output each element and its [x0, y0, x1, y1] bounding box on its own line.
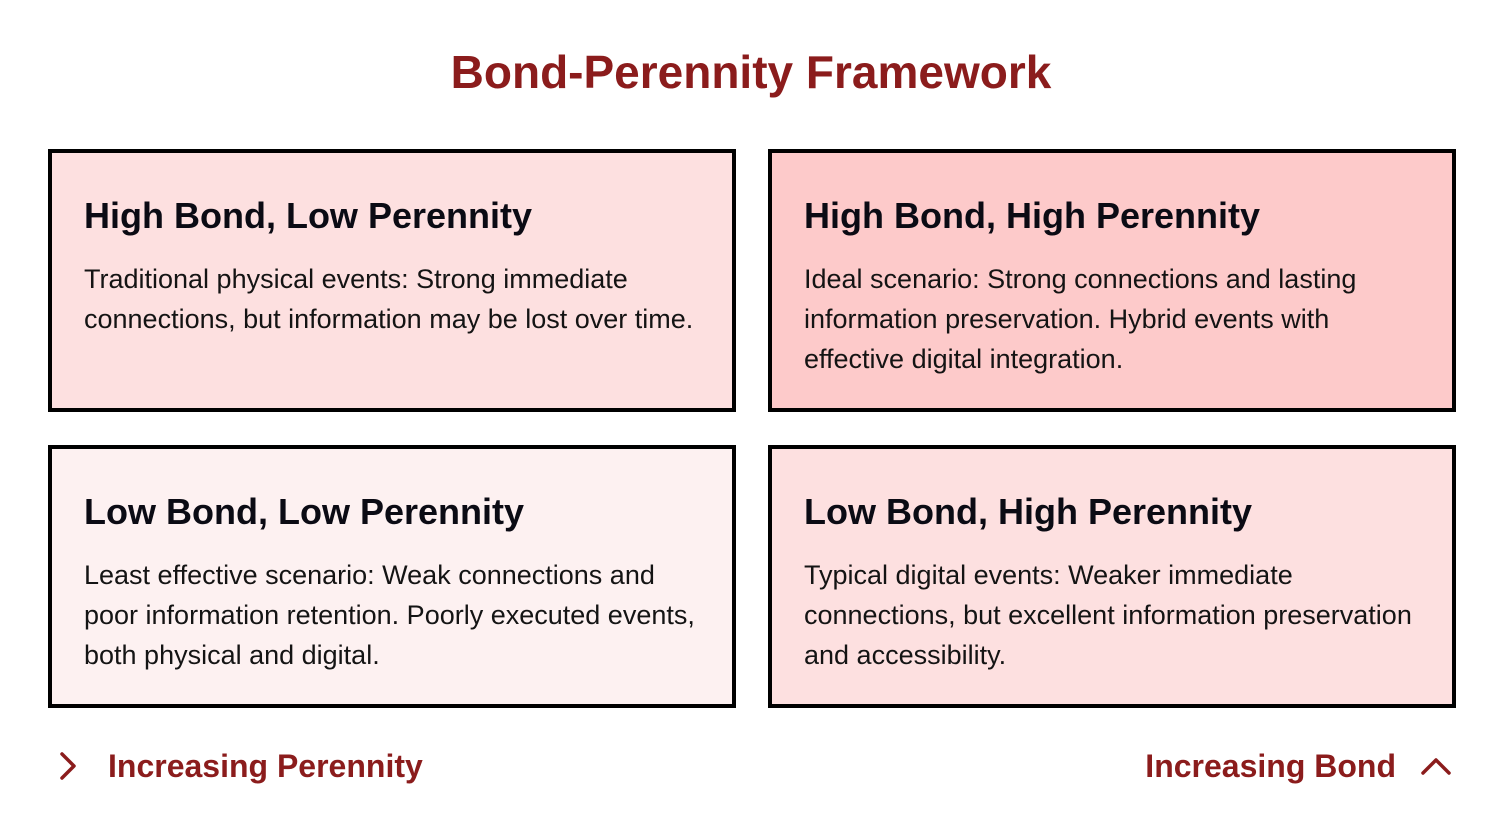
perennity-axis-label: Increasing Perennity: [58, 742, 423, 790]
framework-title: Bond-Perennity Framework: [450, 46, 1052, 98]
quadrant-heading: Low Bond, Low Perennity: [84, 491, 524, 532]
bond-axis-label: Increasing Bond: [1145, 742, 1452, 790]
quadrant-description: Typical digital events: Weaker immediate…: [804, 560, 1412, 670]
quadrant-heading: Low Bond, High Perennity: [804, 491, 1252, 532]
bond-axis-text: Increasing Bond: [1145, 748, 1396, 784]
chevron-right-icon: [58, 751, 78, 781]
quadrant-high-bond-high-perennity: High Bond, High Perennity Ideal scenario…: [768, 149, 1456, 412]
quadrant-grid: High Bond, Low Perennity Traditional phy…: [48, 149, 1456, 709]
quadrant-description: Least effective scenario: Weak connectio…: [84, 560, 695, 670]
quadrant-low-bond-low-perennity: Low Bond, Low Perennity Least effective …: [48, 445, 736, 708]
quadrant-heading: High Bond, Low Perennity: [84, 195, 532, 236]
quadrant-heading: High Bond, High Perennity: [804, 195, 1260, 236]
quadrant-low-bond-high-perennity: Low Bond, High Perennity Typical digital…: [768, 445, 1456, 708]
quadrant-description: Ideal scenario: Strong connections and l…: [804, 264, 1357, 374]
perennity-axis-text: Increasing Perennity: [108, 748, 423, 784]
quadrant-high-bond-low-perennity: High Bond, Low Perennity Traditional phy…: [48, 149, 736, 412]
chevron-up-icon: [1420, 756, 1452, 776]
quadrant-description: Traditional physical events: Strong imme…: [84, 264, 694, 334]
